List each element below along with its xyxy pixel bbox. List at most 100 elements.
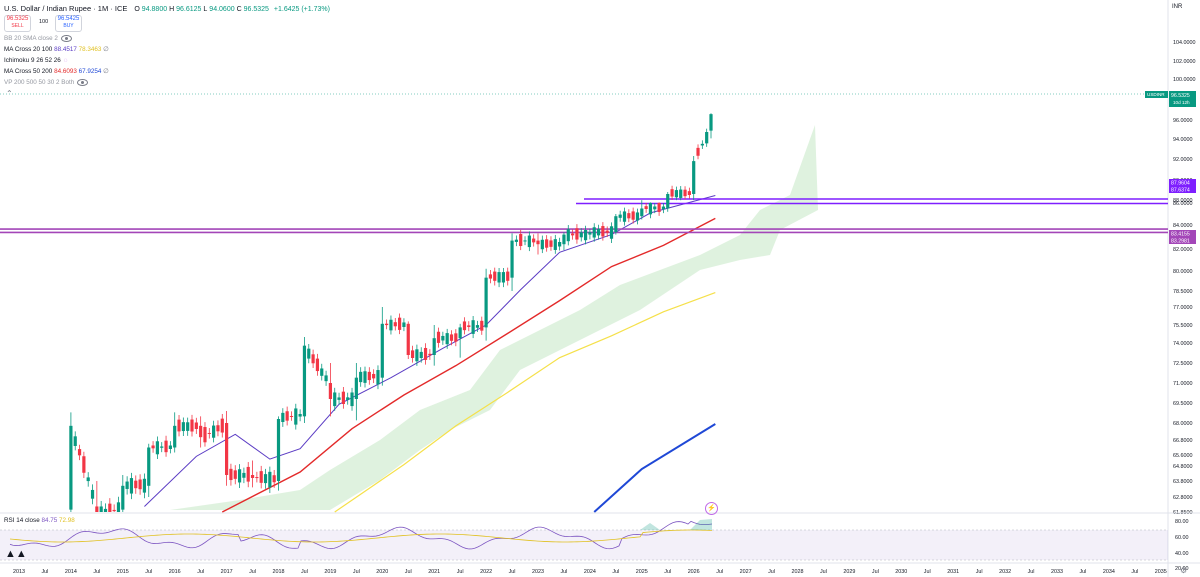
indicator-ma-cross-50-200[interactable]: MA Cross 50 200 84.6093 67.9254 ∅ <box>4 68 109 75</box>
x-tick-label: Jul <box>664 569 671 575</box>
y-tick-label: 100.0000 <box>1173 77 1195 83</box>
candle-body <box>276 419 281 481</box>
x-tick-label: 2030 <box>895 569 907 575</box>
candle-body <box>562 234 566 245</box>
tv-logo-icon: ▲▲ <box>5 548 27 560</box>
buy-label: BUY <box>63 23 74 29</box>
candle <box>359 367 363 387</box>
ohlc-close: 96.5325 <box>243 6 269 13</box>
candle-body <box>350 392 354 407</box>
candle <box>216 420 220 437</box>
candle <box>484 268 488 341</box>
indicator-ma-cross-20-100-name: MA Cross 20 100 <box>4 46 53 53</box>
candle <box>346 392 350 405</box>
candle-body <box>95 506 99 512</box>
candle <box>393 317 397 331</box>
y-tick-label: 62.8000 <box>1173 495 1193 501</box>
candle-body <box>432 338 436 355</box>
x-tick-label: 2022 <box>480 569 492 575</box>
candle-body <box>125 481 129 489</box>
candle <box>462 317 467 335</box>
candle-body <box>458 327 462 339</box>
candle <box>596 224 601 240</box>
candle-body <box>268 471 272 488</box>
candle <box>315 353 320 376</box>
x-tick-label: 2023 <box>532 569 544 575</box>
candle <box>320 363 324 381</box>
candle <box>558 237 562 251</box>
candle <box>328 363 332 417</box>
candle-body <box>129 478 134 494</box>
candle <box>540 235 544 254</box>
candle-body <box>259 471 263 483</box>
ohlc-open-label: O <box>134 6 140 13</box>
x-tick-label: Jul <box>612 569 619 575</box>
candle-body <box>346 397 350 400</box>
ichimoku-settings-icon[interactable]: ◌ <box>63 57 68 64</box>
y-tick-label: 102.0000 <box>1173 59 1195 65</box>
rsi-value: 84.75 <box>41 517 58 524</box>
candle <box>181 417 185 437</box>
indicator-bb[interactable]: BB 20 SMA close 2 <box>4 35 72 42</box>
candle <box>545 235 549 252</box>
candle <box>302 337 307 423</box>
candle <box>635 208 640 225</box>
ma200-line <box>593 423 716 513</box>
collapse-chevron-icon[interactable]: ⌃ <box>6 89 13 98</box>
candle <box>289 411 294 421</box>
ma-cross-20-100-zero: ∅ <box>103 46 109 53</box>
candle <box>194 417 198 434</box>
indicator-ma-cross-20-100[interactable]: MA Cross 20 100 88.4517 78.3463 ∅ <box>4 46 109 53</box>
candle-body <box>579 232 583 238</box>
candle <box>164 435 168 457</box>
x-tick-label: 2017 <box>221 569 233 575</box>
candle <box>341 387 345 409</box>
candle <box>480 316 484 335</box>
candle-body <box>155 441 159 455</box>
indicator-vp-name: VP 200 500 50 30 2 Both <box>4 79 75 87</box>
lightning-icon[interactable]: ⚡ <box>705 502 718 515</box>
eye-icon[interactable] <box>77 79 89 86</box>
x-tick-label: 2029 <box>843 569 855 575</box>
candle-body <box>307 348 311 359</box>
sell-button[interactable]: 96.5325 SELL <box>4 15 31 32</box>
indicator-ichimoku[interactable]: Ichimoku 9 26 52 26 ◌ <box>4 57 67 64</box>
candle-body <box>216 425 220 432</box>
buy-button[interactable]: 96.5425 BUY <box>55 15 82 32</box>
candle <box>536 233 540 255</box>
candle-body <box>108 503 112 512</box>
candle-body <box>514 239 518 242</box>
candle <box>285 406 289 426</box>
candle-body <box>285 411 289 421</box>
candle-body <box>385 323 389 326</box>
candle <box>423 343 428 365</box>
candle <box>337 392 341 405</box>
candle-body <box>488 274 493 279</box>
candle-body <box>653 206 657 210</box>
x-tick-label: 2034 <box>1103 569 1115 575</box>
eye-icon[interactable] <box>60 35 72 42</box>
candle <box>644 202 648 213</box>
candle-body <box>341 391 345 405</box>
candle <box>86 472 90 487</box>
candle-body <box>363 371 367 383</box>
candle-body <box>90 489 95 499</box>
candle <box>298 409 302 422</box>
candle-body <box>692 161 696 194</box>
sell-price: 96.5325 <box>6 16 29 22</box>
rsi-legend[interactable]: RSI 14 close 84.75 72.98 <box>4 517 75 524</box>
indicator-vp[interactable]: VP 200 500 50 30 2 Both <box>4 79 89 87</box>
candle-body <box>103 508 108 512</box>
candle-body <box>134 480 138 489</box>
price-tag-box <box>1169 91 1196 107</box>
candle <box>467 321 471 332</box>
candle <box>138 474 142 495</box>
settings-gear-icon[interactable]: ⚙ <box>1180 566 1188 575</box>
candle <box>445 328 449 349</box>
price-tag-symbol-box <box>1145 91 1168 98</box>
candle-body <box>575 228 579 240</box>
candle <box>609 222 614 243</box>
candle <box>220 413 224 438</box>
